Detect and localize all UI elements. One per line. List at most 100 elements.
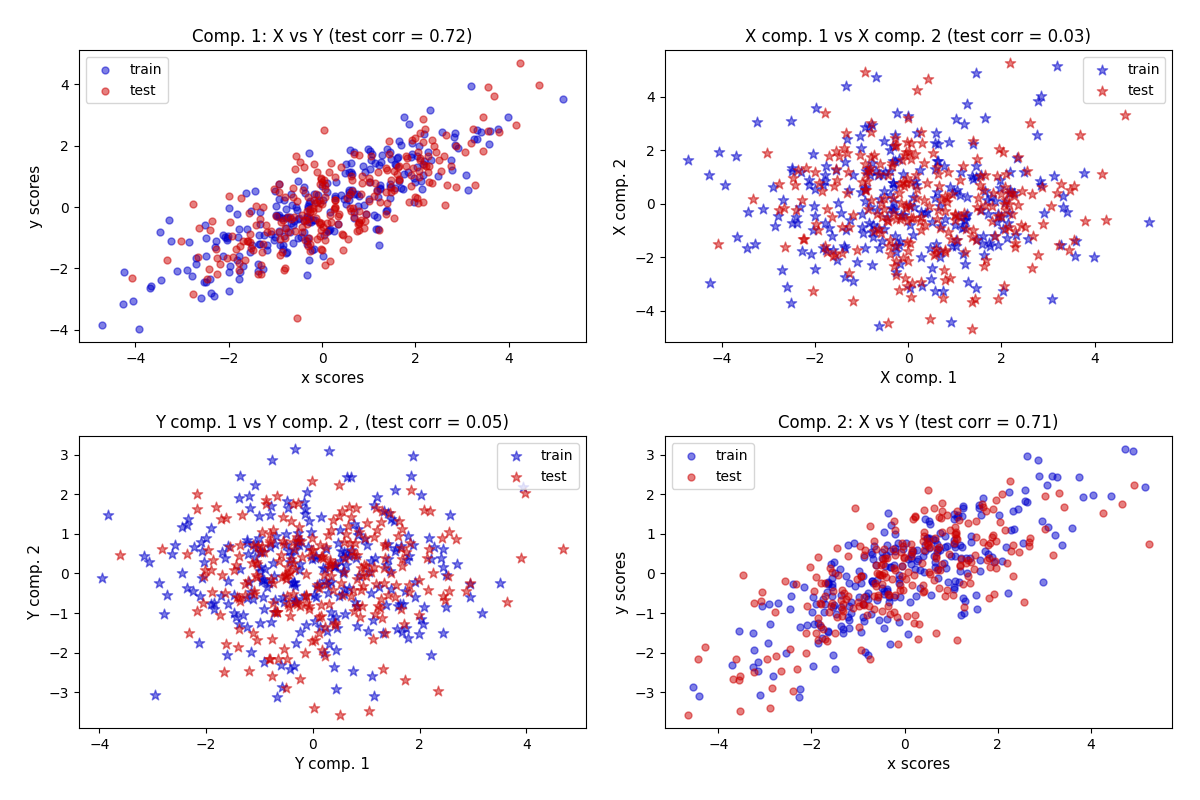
test [944, 521, 964, 534]
train [270, 225, 289, 238]
train [806, 598, 826, 610]
test [839, 550, 858, 562]
train [946, 550, 965, 562]
test [860, 653, 880, 666]
train [400, 550, 419, 562]
test [329, 210, 348, 222]
train [818, 576, 838, 589]
test [358, 517, 377, 530]
test [378, 197, 397, 210]
test [1028, 249, 1048, 262]
test [240, 228, 259, 241]
test [874, 192, 893, 205]
test [110, 548, 130, 561]
train [344, 146, 364, 159]
train [953, 222, 972, 234]
train [928, 154, 947, 167]
train [300, 514, 319, 527]
test [809, 550, 828, 563]
train [912, 280, 931, 293]
train [124, 295, 143, 308]
train [715, 178, 734, 191]
train [212, 546, 232, 558]
test [786, 204, 805, 217]
test [380, 506, 400, 519]
test [406, 132, 425, 145]
train [385, 182, 404, 194]
test [372, 612, 391, 625]
test [806, 626, 826, 639]
train [898, 552, 917, 565]
test [206, 243, 226, 256]
test [1000, 221, 1019, 234]
test [937, 583, 956, 596]
test [874, 203, 893, 216]
train [874, 169, 893, 182]
train [776, 646, 796, 659]
train [790, 682, 809, 695]
train [385, 484, 404, 497]
train [294, 215, 313, 228]
test [232, 191, 251, 204]
train [925, 555, 944, 568]
test [872, 578, 892, 590]
test [924, 574, 943, 586]
train [792, 165, 811, 178]
test [872, 605, 892, 618]
test [310, 611, 329, 624]
train [930, 199, 949, 212]
train [265, 570, 284, 582]
train [266, 606, 286, 619]
train [230, 250, 250, 262]
test [359, 175, 378, 188]
test [832, 594, 851, 606]
test [294, 161, 313, 174]
train [931, 250, 950, 263]
test [286, 150, 305, 162]
train [875, 526, 894, 538]
test [360, 172, 379, 185]
test [324, 202, 343, 215]
train [326, 643, 346, 656]
test [400, 536, 419, 549]
train [881, 561, 900, 574]
test [436, 594, 455, 606]
train [877, 612, 896, 625]
test [293, 550, 312, 563]
test [233, 235, 252, 248]
train [269, 192, 288, 205]
train [398, 530, 418, 543]
test [301, 206, 320, 218]
test [744, 666, 763, 678]
test [937, 192, 956, 205]
test [811, 597, 830, 610]
train [952, 166, 971, 178]
train [173, 566, 192, 579]
train [380, 178, 400, 190]
test [950, 558, 970, 571]
train [343, 665, 362, 678]
train [922, 589, 941, 602]
test [463, 122, 482, 135]
test [252, 258, 271, 271]
train [306, 590, 325, 603]
train [978, 194, 997, 206]
test [427, 145, 446, 158]
test [911, 126, 930, 138]
train [382, 152, 401, 165]
train [818, 626, 838, 638]
train [325, 559, 344, 572]
train [857, 590, 876, 602]
train [884, 590, 904, 603]
train [1018, 450, 1037, 463]
test [245, 584, 264, 597]
test [997, 557, 1016, 570]
train [998, 587, 1018, 600]
train [388, 622, 407, 635]
train [412, 488, 431, 501]
train [832, 601, 851, 614]
test [320, 254, 340, 267]
train [331, 554, 350, 567]
train [864, 577, 883, 590]
train [354, 532, 373, 545]
